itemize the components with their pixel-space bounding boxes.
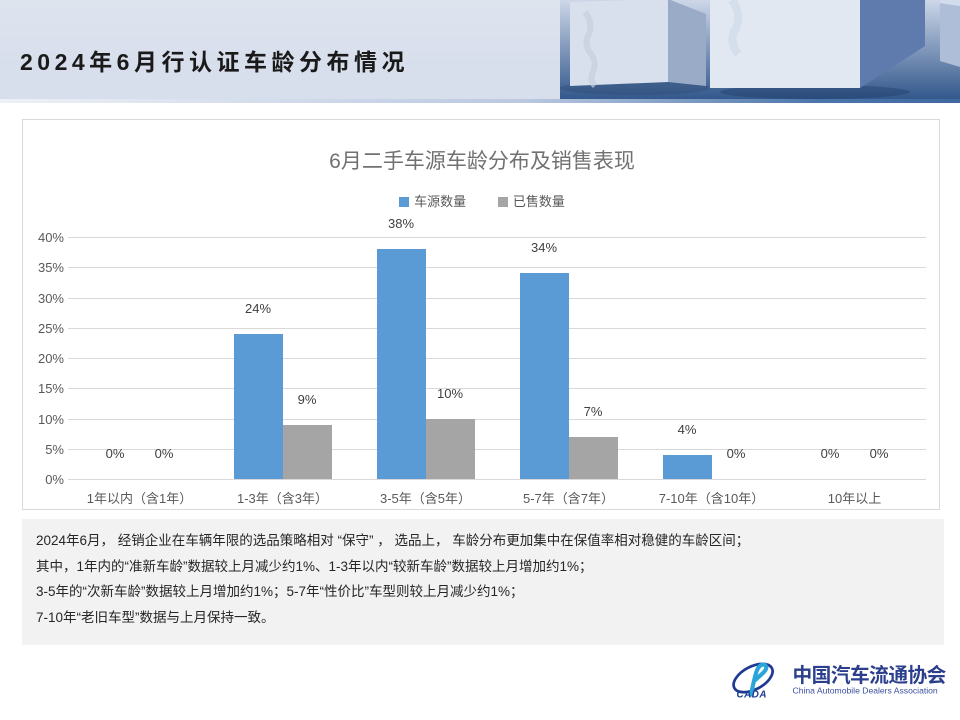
svg-text:中国汽车流通协会: 中国汽车流通协会 [792, 664, 946, 687]
svg-text:CADA: CADA [737, 690, 767, 699]
svg-text:China Automobile Dealers Assoc: China Automobile Dealers Association [792, 686, 937, 696]
